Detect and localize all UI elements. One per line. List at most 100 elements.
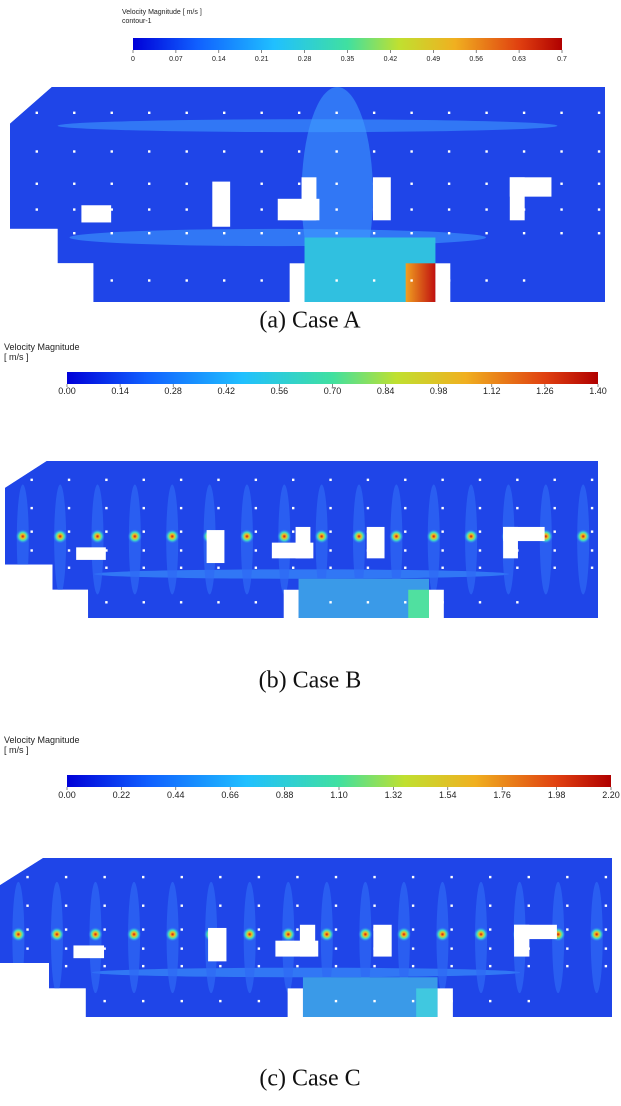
- vent-dot: [67, 506, 71, 510]
- vent-dot: [297, 208, 301, 211]
- vent-dot: [450, 964, 453, 968]
- vent-dot: [260, 208, 263, 211]
- colorbar-tick-label: 0.42: [218, 386, 236, 396]
- vent-dot: [450, 947, 453, 950]
- colorbar-tick-label: 0.98: [430, 386, 448, 396]
- vent-dot: [291, 478, 295, 482]
- colorbar-tick-label: 0.21: [255, 56, 269, 63]
- vent-dot: [223, 208, 226, 211]
- vent-dot: [105, 549, 108, 552]
- vent-dot: [297, 182, 301, 185]
- vent-dot: [335, 279, 338, 282]
- vent-dot: [103, 999, 106, 1003]
- vent-dot: [553, 506, 556, 510]
- colorbar-tick-label: 0.44: [167, 790, 185, 800]
- vent-dot: [447, 111, 451, 114]
- jet-hotspot: [576, 529, 591, 544]
- vent-dot: [516, 478, 519, 482]
- vent-dot: [260, 182, 263, 185]
- legend-title: Velocity Magnitude [ m/s ]: [122, 9, 202, 16]
- jet-hotspot: [474, 927, 489, 942]
- colorbar-tick-label: 0.28: [298, 56, 312, 63]
- vent-dot: [223, 279, 226, 282]
- vent-dot: [219, 875, 222, 879]
- jet-hotspot: [239, 529, 254, 544]
- vent-dot: [404, 506, 407, 510]
- vent-dot: [142, 601, 145, 604]
- colorbar-tick-label: 0.00: [58, 386, 76, 396]
- legend-title: Velocity Magnitude: [4, 342, 80, 352]
- vent-dot: [142, 964, 145, 968]
- obstacle: [76, 547, 106, 560]
- vent-dot: [516, 530, 519, 533]
- vent-dot: [334, 928, 338, 931]
- vent-dot: [185, 182, 188, 185]
- vent-dot: [148, 150, 151, 153]
- vent-dot: [103, 928, 106, 931]
- caption: (b) Case B: [259, 668, 362, 694]
- vent-dot: [296, 875, 299, 879]
- vent-dot: [410, 182, 413, 185]
- colorbar-tick-label: 0.42: [384, 56, 398, 63]
- vent-dot: [411, 964, 415, 968]
- vent-dot: [217, 549, 220, 552]
- vent-dot: [447, 150, 451, 153]
- vent-dot: [366, 601, 370, 604]
- vent-dot: [67, 566, 71, 569]
- vent-dot: [447, 232, 451, 235]
- jet-hotspot: [396, 927, 411, 942]
- vent-dot: [26, 947, 29, 950]
- vent-dot: [217, 530, 220, 533]
- vent-dot: [489, 875, 492, 879]
- vent-dot: [478, 566, 482, 569]
- vent-dot: [142, 947, 145, 950]
- vent-dot: [404, 549, 407, 552]
- obstacle: [283, 589, 299, 618]
- obstacle: [503, 526, 518, 559]
- vent-dot: [291, 506, 295, 510]
- vent-dot: [516, 601, 519, 604]
- vent-dot: [450, 928, 453, 931]
- vent-dot: [73, 150, 76, 153]
- colorbar: [133, 38, 562, 50]
- vent-dot: [527, 875, 530, 879]
- vent-dot: [366, 549, 370, 552]
- outlet-region: [416, 988, 438, 1017]
- vent-dot: [485, 111, 488, 114]
- jet-hotspot: [242, 927, 257, 942]
- vent-dot: [103, 904, 106, 907]
- jet-hotspot: [49, 927, 64, 942]
- vent-dot: [522, 208, 526, 211]
- vent-dot: [411, 928, 415, 931]
- vent-dot: [372, 232, 376, 235]
- vent-dot: [105, 478, 108, 482]
- vent-dot: [180, 904, 183, 907]
- vent-dot: [142, 530, 145, 533]
- vent-dot: [179, 601, 183, 604]
- vent-dot: [478, 549, 482, 552]
- jet-hotspot: [389, 529, 404, 544]
- vent-dot: [179, 530, 183, 533]
- vent-dot: [553, 566, 556, 569]
- vent-dot: [297, 150, 301, 153]
- vent-dot: [566, 947, 569, 950]
- vent-dot: [329, 506, 332, 510]
- vent-dot: [560, 111, 563, 114]
- vent-dot: [522, 182, 526, 185]
- jet-hotspot: [127, 927, 142, 942]
- vent-dot: [478, 478, 482, 482]
- vent-dot: [257, 875, 261, 879]
- vent-dot: [105, 506, 108, 510]
- vent-dot: [516, 549, 519, 552]
- vent-dot: [296, 964, 299, 968]
- vent-dot: [447, 208, 451, 211]
- colorbar-tick-label: 0.7: [557, 56, 567, 63]
- vent-dot: [516, 566, 519, 569]
- vent-dot: [64, 964, 68, 968]
- colorbar-tick-label: 0.63: [512, 56, 526, 63]
- colorbar-tick-label: 0.88: [276, 790, 294, 800]
- vent-dot: [450, 904, 453, 907]
- vent-dot: [291, 530, 295, 533]
- vent-dot: [291, 549, 295, 552]
- vent-dot: [590, 478, 594, 482]
